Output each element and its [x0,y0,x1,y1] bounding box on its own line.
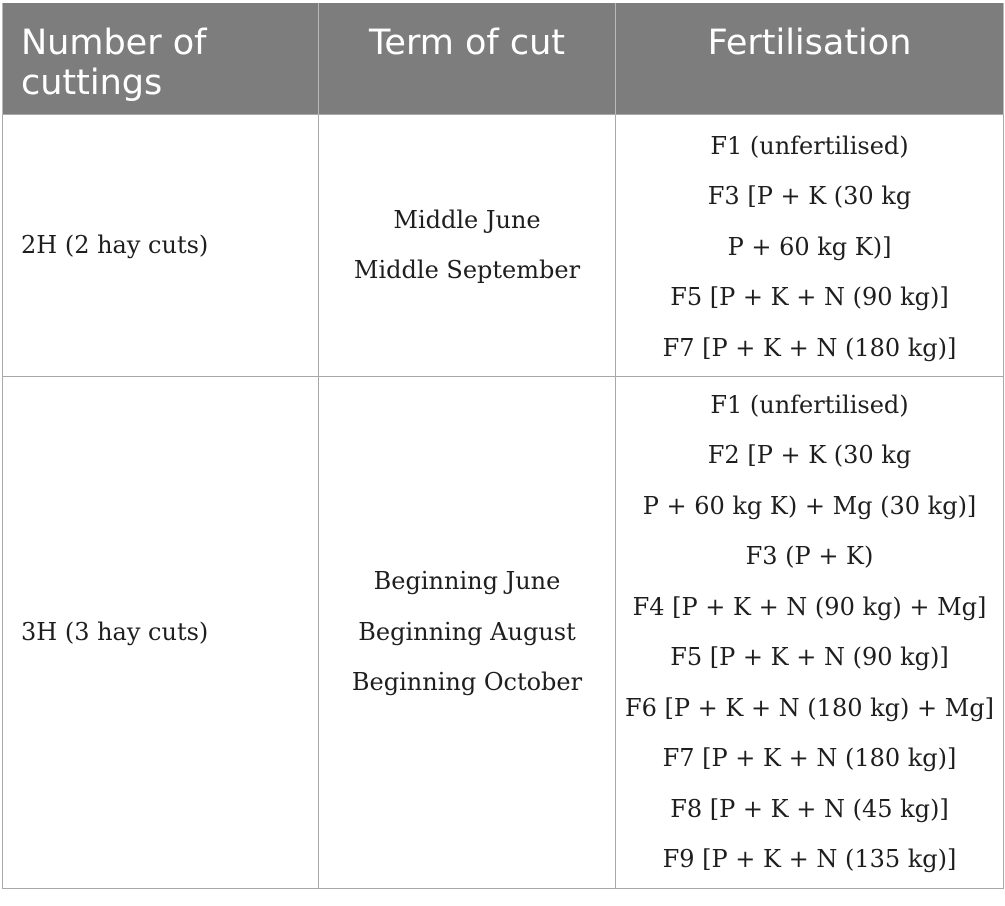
fertilisation-line: F7 [P + K + N (180 kg)] [662,744,957,772]
term-line: Middle June [393,205,541,234]
fertilisation-line: F3 [P + K (30 kg [707,182,912,211]
fertilisation-line: F1 (unfertilised) [710,131,909,160]
fertilisation-line: F3 (P + K) [745,542,874,570]
fertilisation-line: F2 [P + K (30 kg [707,441,912,469]
fertilisation-line: F7 [P + K + N (180 kg)] [662,333,957,362]
fertilisation-line: P + 60 kg K)] [727,232,892,261]
fertilisation-line: F1 (unfertilised) [710,390,909,419]
fertilisation-line: F9 [P + K + N (135 kg)] [662,845,957,873]
term-line: Beginning June [373,567,561,596]
table-row: 3H (3 hay cuts) Beginning June Beginning… [2,375,1004,889]
term-cell: Middle June Middle September [318,113,616,377]
cuttings-cell: 3H (3 hay cuts) [2,375,319,889]
term-line: Beginning October [351,668,583,697]
fertilisation-line: F4 [P + K + N (90 kg) + Mg] [632,592,987,621]
term-cell: Beginning June Beginning August Beginnin… [318,375,616,889]
fertilisation-cell: F1 (unfertilised) F3 [P + K (30 kg P + 6… [615,113,1004,377]
term-line: Beginning August [358,617,576,646]
fertilisation-cell: F1 (unfertilised) F2 [P + K (30 kg P + 6… [615,375,1004,889]
term-line: Middle September [353,256,581,284]
fertilisation-line: F5 [P + K + N (90 kg)] [670,283,949,312]
cuttings-cell: 2H (2 hay cuts) [2,113,319,377]
header-fertilisation: Fertilisation [615,3,1004,114]
fertilisation-line: F8 [P + K + N (45 kg)] [670,794,949,823]
header-number-of-cuttings: Number of cuttings [2,3,319,114]
data-table: Number of cuttings Term of cut Fertilisa… [2,3,1004,889]
fertilisation-line: F5 [P + K + N (90 kg)] [670,643,949,671]
table-row: 2H (2 hay cuts) Middle June Middle Septe… [2,113,1004,377]
header-term-of-cut: Term of cut [318,3,616,114]
fertilisation-line: P + 60 kg K) + Mg (30 kg)] [642,491,977,520]
fertilisation-line: F6 [P + K + N (180 kg) + Mg] [624,693,995,722]
header-row: Number of cuttings Term of cut Fertilisa… [2,3,1004,114]
